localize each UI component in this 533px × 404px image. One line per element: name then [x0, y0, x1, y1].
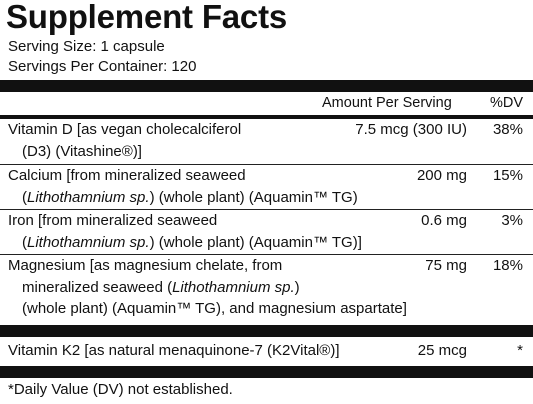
nutrient-line: (whole plant) (Aquamin™ TG), and magnesi…	[22, 300, 407, 317]
nutrient-row-calcium: Calcium [from mineralized seaweed (Litho…	[0, 165, 533, 210]
footnote: *Daily Value (DV) not established.	[8, 381, 233, 398]
daily-value: *	[517, 342, 523, 359]
nutrient-line: Iron [from mineralized seaweed	[8, 212, 218, 229]
nutrient-line: mineralized seaweed (Lithothamnium sp.)	[22, 278, 300, 296]
amount: 200 mg	[416, 167, 467, 184]
daily-value: 38%	[492, 121, 523, 138]
daily-value: 15%	[492, 167, 523, 184]
nutrient-row-iron: Iron [from mineralized seaweed (Lithotha…	[0, 210, 533, 255]
nutrient-line: Vitamin K2 [as natural menaquinone-7 (K2…	[8, 342, 340, 359]
nutrient-line: Calcium [from mineralized seaweed	[8, 167, 246, 184]
daily-value: 3%	[501, 212, 523, 229]
serving-size: Serving Size: 1 capsule	[8, 38, 165, 55]
amount: 25 mcg	[417, 342, 467, 359]
medium-divider	[0, 115, 533, 119]
nutrient-line: Magnesium [as magnesium chelate, from	[8, 257, 283, 274]
panel-title: Supplement Facts	[6, 0, 288, 35]
nutrient-line: Vitamin D [as vegan cholecalciferol	[8, 121, 242, 138]
daily-value: 18%	[492, 257, 523, 274]
amount: 7.5 mcg (300 IU)	[355, 121, 467, 138]
nutrient-row-vitamin-k2: Vitamin K2 [as natural menaquinone-7 (K2…	[0, 340, 533, 366]
thick-divider-top	[0, 80, 533, 92]
amount: 0.6 mg	[421, 212, 467, 229]
amount: 75 mg	[425, 257, 467, 274]
thick-divider-bottom	[0, 366, 533, 378]
nutrient-line: (Lithothamnium sp.) (whole plant) (Aquam…	[22, 188, 358, 206]
thick-divider-middle	[0, 325, 533, 337]
nutrient-row-vitamin-d: Vitamin D [as vegan cholecalciferol (D3)…	[0, 119, 533, 165]
amount-header: Amount Per Serving	[322, 95, 452, 111]
nutrient-row-magnesium: Magnesium [as magnesium chelate, from mi…	[0, 255, 533, 323]
nutrient-line: (D3) (Vitashine®)]	[22, 142, 142, 160]
nutrient-line: (Lithothamnium sp.) (whole plant) (Aquam…	[22, 233, 362, 251]
dv-header: %DV	[489, 95, 523, 111]
servings-per-container: Servings Per Container: 120	[8, 58, 197, 75]
